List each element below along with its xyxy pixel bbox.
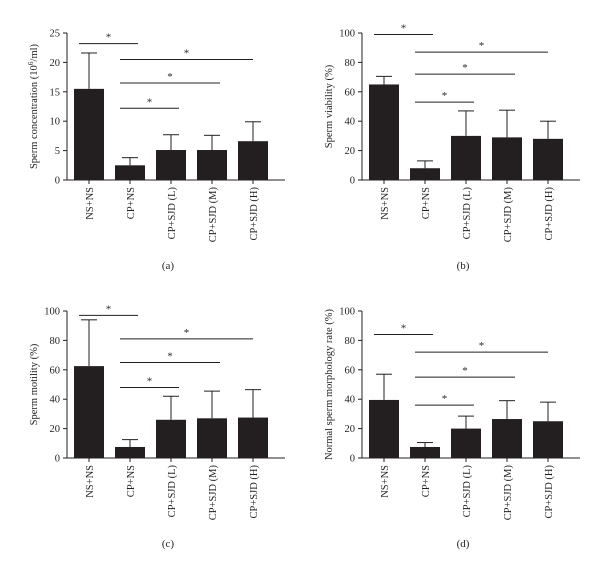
y-axis-label: Normal sperm morphology rate (%) [324, 308, 335, 460]
significance-star: * [479, 40, 485, 52]
bar-5 [533, 138, 563, 180]
significance-star: * [462, 62, 468, 74]
significance-star: * [401, 323, 407, 335]
x-tick-label: CP+NS [421, 187, 432, 219]
significance-star: * [184, 327, 190, 339]
y-axis-label-main: Sperm concentration (10 [29, 65, 40, 169]
x-tick-label: CP+SJD (L) [167, 187, 178, 240]
x-tick-label: CP+NS [126, 187, 137, 219]
bar-3 [156, 419, 186, 458]
bar-5 [238, 141, 268, 180]
y-tick-label: 20 [345, 146, 356, 157]
y-axis-label-main: Sperm motility (%) [29, 343, 40, 425]
x-tick-label: CP+SJD (H) [249, 187, 260, 241]
y-tick-label: 100 [339, 29, 355, 40]
bar-4 [197, 418, 227, 458]
x-tick-label: NS+NS [85, 465, 96, 498]
y-tick-label: 100 [44, 307, 60, 318]
y-tick-label: 100 [339, 307, 355, 318]
x-tick-label: CP+SJD (H) [544, 465, 555, 519]
x-tick-label: NS+NS [85, 187, 96, 220]
y-tick-label: 40 [345, 117, 356, 128]
y-tick-label: 60 [345, 365, 356, 376]
y-tick-label: 20 [50, 424, 61, 435]
y-tick-label: 40 [50, 395, 61, 406]
bar-1 [74, 366, 104, 458]
x-tick-label: NS+NS [380, 187, 391, 220]
bar-2 [410, 446, 440, 458]
bar-3 [156, 150, 186, 180]
x-tick-label: CP+SJD (L) [462, 465, 473, 518]
x-tick-label: CP+NS [421, 465, 432, 497]
significance-star: * [147, 96, 153, 108]
significance-star: * [106, 303, 112, 315]
x-tick-label: CP+SJD (L) [462, 187, 473, 240]
y-axis-label: Sperm motility (%) [29, 343, 40, 425]
x-tick-label: CP+SJD (M) [208, 465, 219, 521]
y-tick-label: 80 [345, 58, 356, 69]
significance-star: * [106, 32, 112, 44]
y-tick-label: 5 [55, 146, 60, 157]
y-tick-label: 40 [345, 395, 356, 406]
significance-star: * [462, 365, 468, 377]
y-axis-label: Sperm viability (%) [324, 64, 335, 148]
y-tick-label: 0 [350, 176, 355, 187]
significance-star: * [401, 22, 407, 34]
y-tick-label: 20 [50, 58, 61, 69]
y-tick-label: 60 [345, 87, 356, 98]
bar-2 [410, 168, 440, 180]
x-tick-label: CP+SJD (M) [503, 465, 514, 521]
bar-1 [369, 84, 399, 180]
chart-panel-2: 0 20 40 60 80 100 NS+NS CP+NS CP+SJD (L) CP+SJD (… [324, 22, 580, 272]
chart-panel-4: 0 20 40 60 80 100 NS+NS CP+NS CP+SJD (L) CP+SJD (… [324, 307, 580, 550]
y-tick-label: 60 [50, 365, 61, 376]
significance-star: * [479, 340, 485, 352]
y-tick-label: 0 [350, 454, 355, 465]
x-tick-label: CP+SJD (M) [503, 187, 514, 243]
y-axis-label-tail: /ml) [29, 43, 40, 61]
bar-4 [492, 137, 522, 180]
panel-label: (c) [162, 538, 175, 550]
bar-5 [238, 417, 268, 458]
y-axis-label-main: Normal sperm morphology rate (%) [324, 308, 335, 460]
chart-panel-3: 0 20 40 60 80 100 NS+NS CP+NS CP+SJD (L) CP+SJD (… [29, 303, 285, 550]
y-axis-label: Sperm concentration (106/ml) [26, 43, 40, 169]
significance-star: * [442, 90, 448, 102]
bar-4 [492, 419, 522, 458]
panel-label: (a) [162, 260, 175, 272]
bar-3 [451, 135, 481, 180]
y-axis-label-main: Sperm viability (%) [324, 64, 335, 148]
significance-star: * [184, 47, 190, 59]
significance-star: * [442, 393, 448, 405]
y-tick-label: 20 [345, 424, 356, 435]
y-tick-label: 25 [50, 29, 61, 40]
bar-2 [115, 446, 145, 458]
y-tick-label: 15 [50, 87, 61, 98]
bar-2 [115, 165, 145, 180]
bar-1 [369, 399, 399, 458]
bar-4 [197, 150, 227, 180]
y-tick-label: 80 [345, 336, 356, 347]
x-tick-label: CP+SJD (M) [208, 187, 219, 243]
panel-label: (d) [457, 538, 470, 550]
x-tick-label: CP+SJD (L) [167, 465, 178, 518]
x-tick-label: CP+SJD (H) [544, 187, 555, 241]
bar-1 [74, 88, 104, 180]
bar-5 [533, 421, 563, 458]
panel-label: (b) [457, 260, 470, 272]
significance-star: * [167, 71, 173, 83]
y-tick-label: 10 [50, 117, 61, 128]
x-tick-label: CP+NS [126, 465, 137, 497]
y-tick-label: 0 [55, 454, 60, 465]
y-axis-label-superscript: 6 [26, 61, 35, 65]
chart-panel-1: 0 5 10 15 20 25 NS+NS CP+NS CP+SJD (L) CP+SJD (M)… [26, 29, 285, 272]
y-tick-label: 80 [50, 336, 61, 347]
x-tick-label: NS+NS [380, 465, 391, 498]
significance-star: * [147, 375, 153, 387]
y-tick-label: 0 [55, 176, 60, 187]
bar-3 [451, 428, 481, 458]
significance-star: * [167, 350, 173, 362]
x-tick-label: CP+SJD (H) [249, 465, 260, 519]
